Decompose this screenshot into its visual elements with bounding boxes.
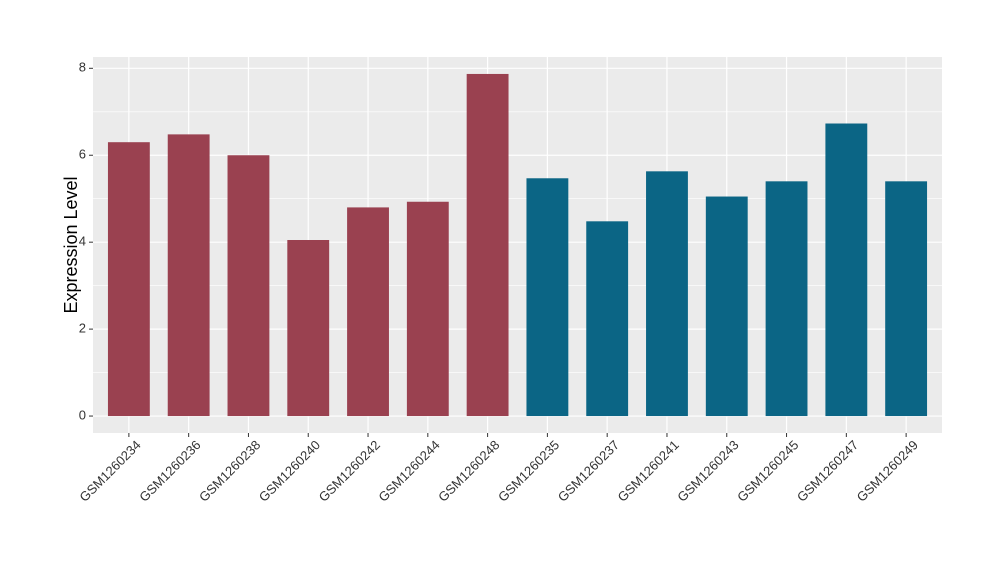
x-tick-label: GSM1260240 <box>256 437 323 504</box>
y-tick-label: 0 <box>79 407 86 422</box>
bar <box>705 196 748 417</box>
plot-panel <box>93 57 942 433</box>
x-tick-label: GSM1260241 <box>615 437 682 504</box>
bar <box>227 155 270 417</box>
bar <box>825 123 868 417</box>
bar <box>406 201 449 417</box>
bar <box>287 240 330 417</box>
x-tick-label: GSM1260249 <box>854 437 921 504</box>
x-tick-label: GSM1260237 <box>555 437 622 504</box>
x-tick-label: GSM1260235 <box>495 437 562 504</box>
x-tick-label: GSM1260242 <box>316 437 383 504</box>
bar <box>586 221 629 417</box>
x-tick-label: GSM1260247 <box>794 437 861 504</box>
x-tick-label: GSM1260236 <box>136 437 203 504</box>
y-tick-label: 2 <box>79 321 86 336</box>
x-tick-label: GSM1260245 <box>734 437 801 504</box>
x-tick-label: GSM1260234 <box>76 437 143 504</box>
bar <box>107 142 150 417</box>
x-tick-label: GSM1260243 <box>674 437 741 504</box>
bar <box>167 134 210 417</box>
y-tick-label: 6 <box>79 147 86 162</box>
bar <box>765 181 808 417</box>
y-axis-title: Expression Level <box>61 176 81 313</box>
bar <box>526 178 569 417</box>
bar <box>885 181 928 417</box>
y-tick-label: 4 <box>79 234 86 249</box>
bar <box>347 207 389 417</box>
bar <box>646 171 688 417</box>
y-tick-label: 8 <box>79 60 86 75</box>
x-tick-label: GSM1260248 <box>435 437 502 504</box>
x-tick-label: GSM1260244 <box>375 437 442 504</box>
bar <box>466 73 509 417</box>
x-tick-label: GSM1260238 <box>196 437 263 504</box>
